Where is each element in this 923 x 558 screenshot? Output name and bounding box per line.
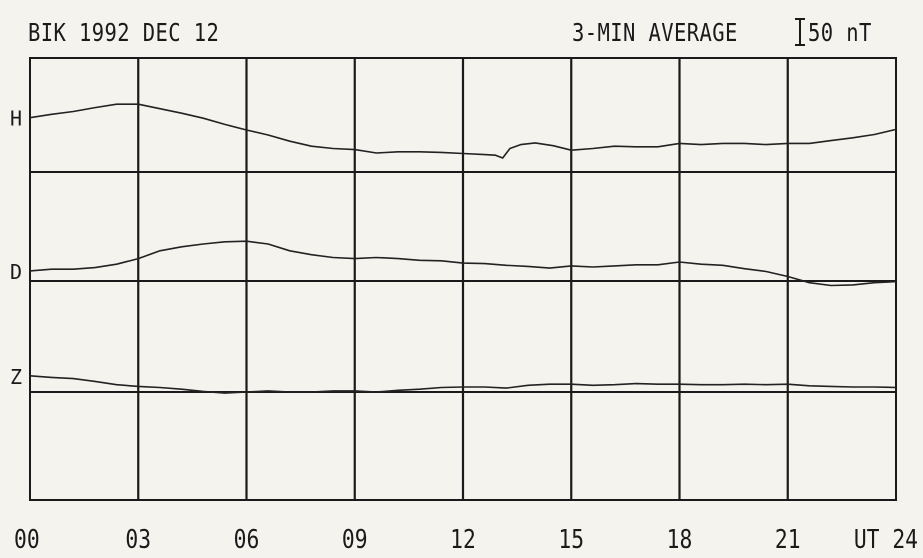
x-tick-label: 12 bbox=[450, 524, 476, 555]
average-label: 3-MIN AVERAGE bbox=[572, 18, 738, 47]
x-tick-label: 03 bbox=[125, 524, 151, 555]
scale-bar-icon bbox=[795, 18, 805, 46]
x-tick-label: 15 bbox=[558, 524, 584, 555]
trace-label-H: H bbox=[10, 107, 22, 131]
station-date-title: BIK 1992 DEC 12 bbox=[28, 18, 220, 47]
x-tick-label: 00 bbox=[14, 524, 40, 555]
x-tick-label: 21 bbox=[775, 524, 801, 555]
x-tick-label: UT 24 bbox=[854, 524, 918, 555]
trace-Z bbox=[29, 375, 897, 394]
trace-label-Z: Z bbox=[10, 365, 22, 389]
scale-label: 50 nT bbox=[808, 18, 872, 47]
trace-D bbox=[29, 240, 897, 287]
x-tick-label: 06 bbox=[234, 524, 260, 555]
x-tick-label: 09 bbox=[342, 524, 368, 555]
trace-label-D: D bbox=[10, 260, 22, 284]
x-tick-label: 18 bbox=[667, 524, 693, 555]
trace-H bbox=[29, 103, 897, 159]
